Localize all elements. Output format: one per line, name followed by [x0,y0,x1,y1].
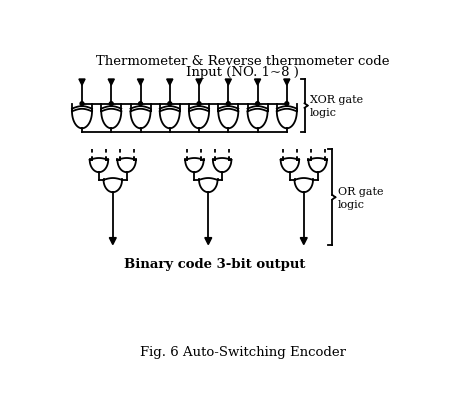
Polygon shape [255,80,261,86]
Polygon shape [284,80,290,86]
Circle shape [138,103,143,106]
Polygon shape [225,80,231,86]
Polygon shape [108,80,114,86]
Polygon shape [196,80,202,86]
Polygon shape [301,238,307,245]
Circle shape [80,103,84,106]
Polygon shape [109,238,116,245]
Text: Fig. 6 Auto-Switching Encoder: Fig. 6 Auto-Switching Encoder [140,345,346,358]
Text: Thermometer & Reverse thermometer code: Thermometer & Reverse thermometer code [96,55,390,68]
Text: OR gate
logic: OR gate logic [337,186,383,209]
Text: Binary code 3-bit output: Binary code 3-bit output [124,257,305,270]
Circle shape [168,103,172,106]
Polygon shape [205,238,212,245]
Polygon shape [137,80,144,86]
Circle shape [197,103,201,106]
Circle shape [255,103,259,106]
Polygon shape [79,80,85,86]
Circle shape [109,103,113,106]
Circle shape [227,103,230,106]
Polygon shape [167,80,173,86]
Text: Input (NO. 1~8 ): Input (NO. 1~8 ) [186,66,300,79]
Circle shape [285,103,289,106]
Text: XOR gate
logic: XOR gate logic [310,95,363,118]
